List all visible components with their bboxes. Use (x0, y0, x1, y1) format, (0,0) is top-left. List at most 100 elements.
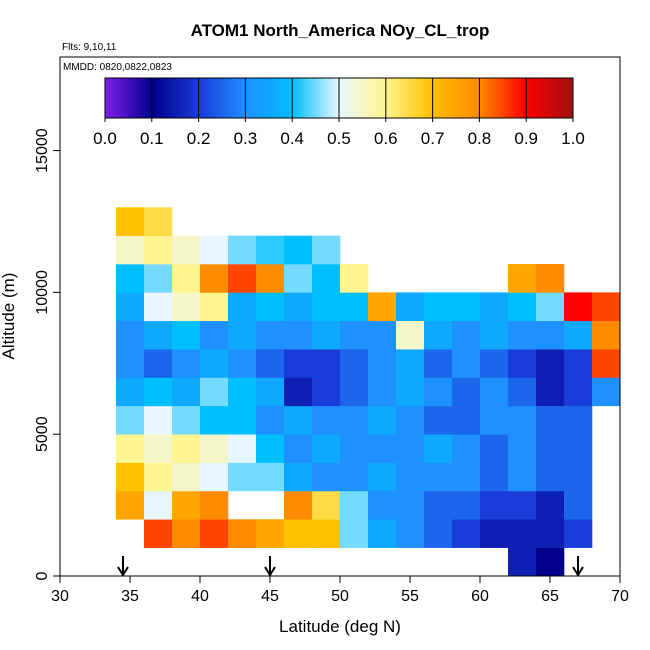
colorbar-segment (556, 78, 560, 118)
x-tick-label: 50 (331, 588, 349, 605)
colorbar-segment (198, 78, 202, 118)
x-tick-label: 70 (611, 588, 629, 605)
colorbar-segment (519, 78, 523, 118)
colorbar-segment (509, 78, 513, 118)
colorbar-segment (109, 78, 113, 118)
heat-cell (368, 434, 397, 463)
colorbar-segment (266, 78, 270, 118)
colorbar-segment (268, 78, 272, 118)
colorbar-segment (535, 78, 539, 118)
heat-cell (340, 490, 369, 520)
colorbar-segment (327, 78, 331, 118)
colorbar-segment (112, 78, 115, 118)
colorbar-segment (362, 78, 366, 118)
colorbar-segment (317, 78, 321, 118)
heat-cell (256, 235, 285, 265)
colorbar-segment (551, 78, 555, 118)
colorbar-segment (392, 78, 396, 118)
colorbar-segment (163, 78, 167, 118)
heat-cell (116, 434, 145, 463)
x-tick-label: 65 (541, 588, 559, 605)
colorbar-segment (282, 78, 286, 118)
heat-cell (396, 292, 425, 322)
heat-cell (144, 264, 173, 293)
heat-cell (424, 320, 453, 350)
heat-cell (256, 349, 285, 378)
colorbar-segment (114, 78, 118, 118)
colorbar-segment (168, 78, 172, 118)
heat-cell (172, 462, 201, 492)
colorbar-segment (470, 78, 473, 118)
heat-cell (256, 434, 285, 463)
heat-cell (396, 434, 425, 463)
colorbar-segment (395, 78, 398, 118)
heat-cell (564, 320, 593, 350)
heat-cell (256, 320, 285, 350)
colorbar-segment (233, 78, 237, 118)
heat-cell (284, 320, 313, 350)
heat-cell (200, 405, 229, 435)
colorbar-segment (528, 78, 532, 118)
heat-cell (200, 320, 229, 350)
heat-cell (284, 349, 313, 378)
colorbar-segment (207, 78, 211, 118)
heat-cell (452, 519, 481, 548)
heat-cell (340, 405, 369, 435)
heat-cell (172, 320, 201, 350)
colorbar-segment (416, 78, 420, 118)
colorbar-tick-label: 0.9 (514, 129, 538, 148)
colorbar-segment (144, 78, 148, 118)
colorbar-segment (200, 78, 204, 118)
heat-cell (396, 405, 425, 435)
heat-cell (508, 462, 537, 492)
heat-cell (480, 434, 509, 463)
heat-cell (452, 434, 481, 463)
colorbar-segment (399, 78, 403, 118)
heat-cell (256, 519, 285, 548)
heat-cell (368, 377, 397, 407)
x-tick-label: 60 (471, 588, 489, 605)
heat-cell (536, 490, 565, 520)
heat-cell (144, 462, 173, 492)
colorbar-segment (212, 78, 216, 118)
heat-cell (508, 519, 537, 548)
colorbar-segment (320, 78, 324, 118)
heat-cell (144, 235, 173, 265)
colorbar-tick-label: 0.6 (374, 129, 398, 148)
colorbar-segment (308, 78, 312, 118)
colorbar-segment (128, 78, 132, 118)
x-tick-label: 40 (191, 588, 209, 605)
colorbar-segment (423, 78, 427, 118)
heat-cell (228, 349, 257, 378)
colorbar-segment (563, 78, 567, 118)
colorbar-segment (303, 78, 307, 118)
heat-cell (536, 349, 565, 378)
heat-cell (172, 434, 201, 463)
colorbar-segment (547, 78, 551, 118)
heat-cell (480, 377, 509, 407)
colorbar-segment (413, 78, 417, 118)
colorbar-segment (210, 78, 214, 118)
heat-cell (284, 292, 313, 322)
heat-cell (536, 519, 565, 548)
colorbar-segment (247, 78, 251, 118)
colorbar-segment (364, 78, 368, 118)
colorbar-segment (313, 78, 317, 118)
colorbar-segment (523, 78, 527, 118)
colorbar-segment (521, 78, 525, 118)
colorbar-segment (549, 78, 553, 118)
heat-cell (228, 320, 257, 350)
colorbar-segment (322, 78, 326, 118)
colorbar-segment (229, 78, 232, 118)
heat-cell (368, 405, 397, 435)
heat-cell (172, 519, 201, 548)
colorbar-segment (151, 78, 155, 118)
heat-cell (564, 490, 593, 520)
heat-cell (396, 519, 425, 548)
heat-cell (144, 377, 173, 407)
colorbar-segment (203, 78, 207, 118)
colorbar-segment (425, 78, 429, 118)
colorbar-segment (453, 78, 457, 118)
heat-cell (144, 292, 173, 322)
colorbar-segment (437, 78, 441, 118)
